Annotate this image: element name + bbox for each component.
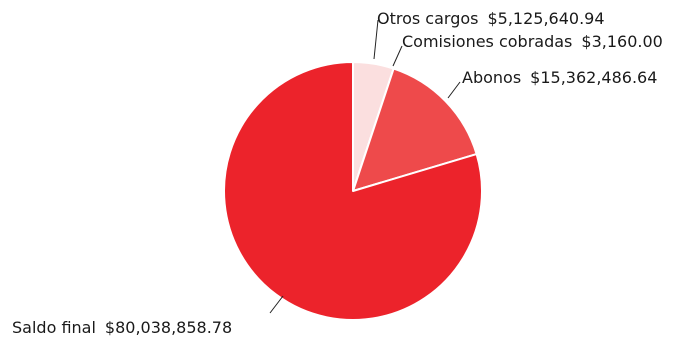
pie-slice-abonos [352, 67, 478, 192]
leader-line-otros-cargos [373, 19, 379, 60]
slice-label-abonos: Abonos $15,362,486.64 [447, 68, 657, 99]
label-abonos: Abonos $15,362,486.64 [462, 68, 657, 87]
pie-slices [223, 61, 483, 321]
label-comisiones-cobradas: Comisiones cobradas $3,160.00 [402, 32, 663, 51]
leader-line-abonos [447, 81, 461, 99]
slice-label-otros-cargos: Otros cargos $5,125,640.94 [373, 9, 605, 60]
pie-slice-saldo-final [223, 61, 483, 321]
leader-line-comisiones [392, 45, 403, 67]
label-otros-cargos: Otros cargos $5,125,640.94 [377, 9, 605, 28]
slice-label-comisiones-cobradas: Comisiones cobradas $3,160.00 [392, 32, 663, 67]
label-saldo-final: Saldo final $80,038,858.78 [12, 318, 232, 337]
leader-line-saldo-final [269, 295, 284, 314]
slice-label-saldo-final: Saldo final $80,038,858.78 [12, 295, 284, 337]
